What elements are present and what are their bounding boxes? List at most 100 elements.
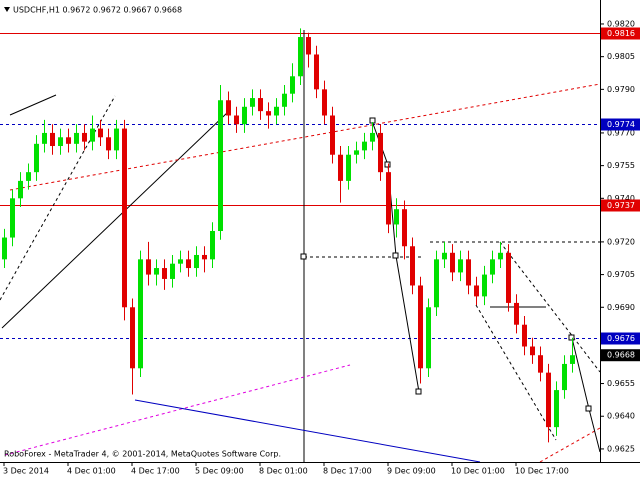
marker: [585, 405, 592, 412]
candle-body: [130, 307, 135, 369]
candle-body: [42, 132, 47, 144]
y-tick-label: 0.9655: [607, 379, 635, 388]
x-tick-label: 8 Dec 17:00: [323, 467, 372, 476]
y-tick-label: 0.9625: [607, 444, 635, 453]
channel-line: [475, 304, 557, 441]
candle-body: [10, 198, 15, 238]
candle-body: [442, 252, 447, 260]
candle-body: [362, 141, 367, 151]
trend-line: [1, 111, 229, 329]
candle-body: [514, 302, 519, 325]
candle-body: [386, 172, 391, 225]
axis: 0.9820 0.9805 0.9790 0.9770 0.9755 0.9740 0.97…: [3, 19, 640, 476]
candle-body: [26, 172, 31, 181]
candle-body: [34, 143, 39, 173]
candle-body: [226, 100, 231, 116]
candle-body: [2, 237, 7, 260]
x-tick-label: 10 Dec 17:00: [515, 467, 569, 476]
candle-body: [522, 324, 527, 347]
candle-body: [410, 246, 415, 286]
x-tick-label: 4 Dec 17:00: [131, 467, 180, 476]
candle-body: [338, 154, 343, 181]
candle-body: [266, 111, 271, 116]
level-tag: [601, 332, 640, 345]
candle-body: [250, 98, 255, 107]
candle-body: [530, 346, 535, 356]
candle-body: [98, 128, 103, 138]
y-tick-label: 0.9740: [607, 194, 635, 203]
candle-body: [482, 274, 487, 297]
y-tick-label: 0.9820: [607, 19, 635, 28]
candle-body: [474, 285, 479, 297]
candle-body: [562, 363, 567, 391]
candle-body: [466, 259, 471, 286]
candle-body: [170, 263, 175, 279]
candle-body: [570, 355, 575, 364]
candle-body: [210, 231, 215, 260]
candle-body: [354, 150, 359, 155]
candle-body: [186, 259, 191, 269]
y-tick-label: 0.9690: [607, 303, 635, 312]
candle-body: [394, 209, 399, 225]
y-tick-label: 0.9755: [607, 161, 635, 170]
candle-body: [434, 259, 439, 308]
bid-label: 0.9668: [607, 351, 635, 360]
x-tick-label: 8 Dec 01:00: [259, 467, 308, 476]
candle-body: [106, 137, 111, 151]
candle-body: [218, 100, 223, 231]
marker: [300, 253, 307, 260]
candle-body: [498, 252, 503, 260]
candle-body: [74, 132, 79, 144]
candle-body: [458, 259, 463, 273]
marker: [392, 252, 399, 259]
y-tick-label: 0.9770: [607, 128, 635, 137]
candle-body: [90, 128, 95, 142]
y-tick-label: 0.9790: [607, 85, 635, 94]
candle-body: [202, 254, 207, 260]
candle-body: [242, 106, 247, 125]
y-tick-label: 0.9705: [607, 270, 635, 279]
level-tag: [601, 118, 640, 131]
menu-icon[interactable]: [4, 7, 10, 12]
candle-body: [370, 132, 375, 142]
level-label: 0.9676: [607, 334, 635, 343]
level-tag: [601, 27, 640, 40]
chart-title: USDCHF,H1 0.9672 0.9672 0.9667 0.9668: [13, 6, 182, 15]
level-label: 0.9774: [607, 120, 635, 129]
candle-body: [258, 98, 263, 112]
footer: RoboForex - MetaTrader 4, © 2001-2014, M…: [4, 450, 281, 459]
x-tick-label: 9 Dec 09:00: [387, 467, 436, 476]
level-tag: [601, 199, 640, 212]
candle-body: [506, 252, 511, 303]
candle-body: [122, 128, 127, 308]
y-tick-label: 0.9640: [607, 412, 635, 421]
candle-body: [290, 76, 295, 94]
candle-body: [538, 355, 543, 373]
trend-line: [134, 399, 481, 463]
candle-body: [58, 137, 63, 147]
x-tick-label: 5 Dec 09:00: [195, 467, 244, 476]
candle-body: [282, 93, 287, 107]
y-tick-label: 0.9805: [607, 52, 635, 61]
marker: [568, 334, 575, 341]
candle-body: [378, 132, 383, 173]
candle-body: [298, 37, 303, 77]
candle-body: [314, 54, 319, 90]
candle-body: [146, 259, 151, 275]
candle-body: [402, 209, 407, 247]
candles: [2, 28, 575, 443]
bid-tag: [601, 349, 640, 362]
candle-body: [138, 259, 143, 369]
trend-line: [9, 83, 601, 191]
candle-body: [178, 259, 183, 264]
candle-body: [426, 307, 431, 369]
candle-body: [66, 137, 71, 144]
candle-body: [194, 254, 199, 269]
candle-body: [234, 115, 239, 125]
candle-body: [82, 132, 87, 142]
candle-body: [274, 106, 279, 116]
candle-body: [162, 268, 167, 279]
candle-body: [322, 89, 327, 116]
